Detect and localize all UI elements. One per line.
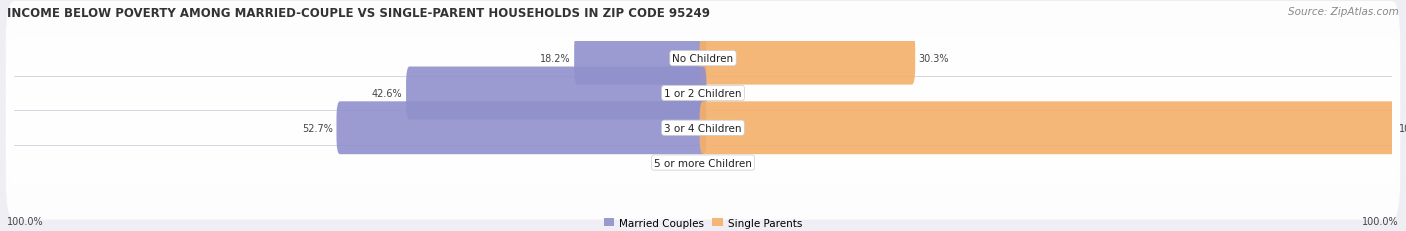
FancyBboxPatch shape [406, 67, 706, 120]
Text: 42.6%: 42.6% [373, 88, 402, 99]
Text: 5 or more Children: 5 or more Children [654, 158, 752, 168]
FancyBboxPatch shape [700, 102, 1395, 155]
Text: 100.0%: 100.0% [1362, 216, 1399, 226]
Text: 100.0%: 100.0% [1399, 123, 1406, 133]
FancyBboxPatch shape [6, 37, 1400, 150]
Text: 100.0%: 100.0% [7, 216, 44, 226]
FancyBboxPatch shape [336, 102, 706, 155]
Text: 0.0%: 0.0% [710, 158, 734, 168]
Text: 3 or 4 Children: 3 or 4 Children [664, 123, 742, 133]
Text: INCOME BELOW POVERTY AMONG MARRIED-COUPLE VS SINGLE-PARENT HOUSEHOLDS IN ZIP COD: INCOME BELOW POVERTY AMONG MARRIED-COUPL… [7, 7, 710, 20]
Text: 30.3%: 30.3% [918, 54, 949, 64]
Text: No Children: No Children [672, 54, 734, 64]
Text: 1 or 2 Children: 1 or 2 Children [664, 88, 742, 99]
Text: 18.2%: 18.2% [540, 54, 571, 64]
FancyBboxPatch shape [6, 106, 1400, 220]
Legend: Married Couples, Single Parents: Married Couples, Single Parents [603, 218, 803, 228]
Text: 0.0%: 0.0% [710, 88, 734, 99]
Text: Source: ZipAtlas.com: Source: ZipAtlas.com [1288, 7, 1399, 17]
Text: 52.7%: 52.7% [302, 123, 333, 133]
FancyBboxPatch shape [6, 2, 1400, 116]
FancyBboxPatch shape [6, 71, 1400, 185]
FancyBboxPatch shape [574, 33, 706, 85]
FancyBboxPatch shape [700, 33, 915, 85]
Text: 0.0%: 0.0% [672, 158, 696, 168]
